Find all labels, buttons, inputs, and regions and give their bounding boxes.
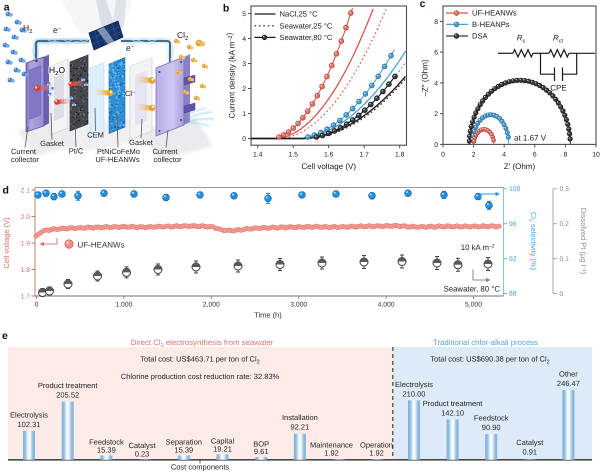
svg-text:3,000: 3,000	[290, 302, 307, 309]
svg-text:Seawater,80 °C: Seawater,80 °C	[280, 33, 333, 42]
svg-text:0: 0	[242, 136, 246, 143]
svg-text:1.4: 1.4	[253, 151, 263, 158]
svg-text:3: 3	[242, 61, 246, 68]
svg-text:6: 6	[533, 152, 537, 159]
svg-text:UF-HEANWs: UF-HEANWs	[472, 9, 517, 18]
svg-text:Z′ (Ohm): Z′ (Ohm)	[504, 162, 536, 171]
svg-text:19.21: 19.21	[213, 444, 232, 453]
svg-text:e: e	[2, 330, 8, 342]
svg-text:Cell voltage (V): Cell voltage (V)	[301, 162, 356, 171]
svg-text:1.7: 1.7	[359, 151, 369, 158]
svg-text:2,000: 2,000	[203, 302, 220, 309]
svg-text:Seawater, 80 °C: Seawater, 80 °C	[444, 285, 501, 294]
svg-text:2: 2	[242, 86, 246, 93]
svg-text:Current density (kA m–2): Current density (kA m–2)	[225, 32, 237, 118]
svg-text:–Z″ (Ohm): –Z″ (Ohm)	[421, 59, 430, 96]
svg-text:15.39: 15.39	[174, 446, 193, 455]
svg-text:15.39: 15.39	[97, 446, 116, 455]
svg-text:2.0: 2.0	[21, 214, 31, 221]
svg-text:1.8: 1.8	[395, 151, 405, 158]
svg-text:88: 88	[509, 291, 517, 298]
svg-text:5: 5	[242, 11, 246, 18]
svg-text:4: 4	[434, 80, 438, 87]
svg-text:0: 0	[560, 291, 564, 298]
svg-text:CEM: CEM	[87, 130, 104, 139]
svg-text:92.21: 92.21	[291, 423, 310, 432]
svg-text:Other: Other	[559, 370, 578, 379]
svg-text:Cost components: Cost components	[171, 463, 230, 472]
svg-text:0.3: 0.3	[560, 186, 570, 193]
svg-text:205.52: 205.52	[56, 391, 79, 400]
svg-text:2: 2	[472, 152, 476, 159]
svg-text:0.2: 0.2	[560, 221, 570, 228]
svg-text:5,000: 5,000	[465, 302, 482, 309]
svg-text:Pt/C: Pt/C	[69, 147, 84, 156]
svg-text:Catalyst: Catalyst	[516, 438, 544, 447]
svg-text:92: 92	[509, 256, 517, 263]
svg-text:10: 10	[592, 152, 600, 159]
svg-text:1.9: 1.9	[21, 240, 31, 247]
svg-text:4,000: 4,000	[378, 302, 395, 309]
svg-text:Product treatment: Product treatment	[38, 381, 99, 390]
svg-text:6: 6	[434, 50, 438, 57]
svg-text:Seawater,25 °C: Seawater,25 °C	[280, 21, 333, 30]
svg-text:4: 4	[242, 36, 246, 43]
svg-text:1.92: 1.92	[369, 449, 384, 458]
svg-text:1.6: 1.6	[324, 151, 334, 158]
svg-text:9.61: 9.61	[254, 447, 269, 456]
svg-text:1.8: 1.8	[21, 267, 31, 274]
svg-text:1.92: 1.92	[324, 449, 339, 458]
svg-text:Electrolysis: Electrolysis	[10, 410, 48, 419]
svg-text:0: 0	[35, 302, 39, 309]
svg-text:Dissolved Pt (µg l–1): Dissolved Pt (µg l–1)	[579, 208, 588, 275]
svg-text:UF-HEANWs: UF-HEANWs	[78, 241, 125, 250]
svg-text:1.7: 1.7	[21, 293, 31, 300]
svg-text:Cell voltage (V): Cell voltage (V)	[2, 217, 11, 269]
svg-text:DSA: DSA	[472, 32, 489, 41]
svg-text:at 1.67 V: at 1.67 V	[514, 134, 547, 143]
svg-text:c: c	[420, 0, 426, 10]
svg-text:Chlorine production cost reduc: Chlorine production cost reduction rate:…	[121, 372, 280, 381]
svg-text:Traditional chlor-alkali proce: Traditional chlor-alkali process	[433, 338, 538, 347]
svg-text:collector: collector	[154, 155, 182, 164]
svg-text:1,000: 1,000	[115, 302, 132, 309]
svg-text:102.31: 102.31	[18, 420, 41, 429]
svg-text:collector: collector	[11, 155, 39, 164]
svg-text:4: 4	[502, 152, 506, 159]
svg-text:96: 96	[509, 221, 517, 228]
svg-text:0: 0	[434, 142, 438, 149]
svg-text:100: 100	[509, 186, 521, 193]
svg-text:Product treatment: Product treatment	[423, 399, 484, 408]
svg-text:NaCl,25 °C: NaCl,25 °C	[280, 10, 319, 19]
svg-text:CPE: CPE	[550, 84, 566, 93]
svg-text:0.23: 0.23	[135, 449, 150, 458]
svg-text:246.47: 246.47	[557, 379, 580, 388]
svg-text:0.91: 0.91	[522, 448, 537, 457]
svg-text:8: 8	[564, 152, 568, 159]
svg-text:2.1: 2.1	[21, 187, 31, 194]
svg-text:B-HEANPs: B-HEANPs	[472, 20, 510, 29]
svg-text:d: d	[3, 185, 9, 197]
svg-text:Gasket: Gasket	[129, 138, 154, 147]
svg-text:0.1: 0.1	[560, 256, 570, 263]
svg-text:b: b	[223, 3, 229, 15]
svg-text:1.5: 1.5	[288, 151, 298, 158]
svg-text:142.10: 142.10	[441, 409, 464, 418]
svg-text:0: 0	[441, 152, 445, 159]
svg-text:Installation: Installation	[282, 413, 318, 422]
svg-text:1: 1	[242, 111, 246, 118]
svg-text:90.90: 90.90	[482, 423, 501, 432]
svg-text:8: 8	[434, 19, 438, 26]
svg-text:Electrolysis: Electrolysis	[395, 380, 433, 389]
svg-text:210.00: 210.00	[403, 389, 426, 398]
svg-text:Gasket: Gasket	[40, 139, 65, 148]
svg-text:UF-HEANWs: UF-HEANWs	[95, 155, 139, 164]
svg-text:2: 2	[434, 111, 438, 118]
svg-text:Feedstock: Feedstock	[474, 414, 509, 423]
svg-text:Time (h): Time (h)	[254, 311, 282, 320]
